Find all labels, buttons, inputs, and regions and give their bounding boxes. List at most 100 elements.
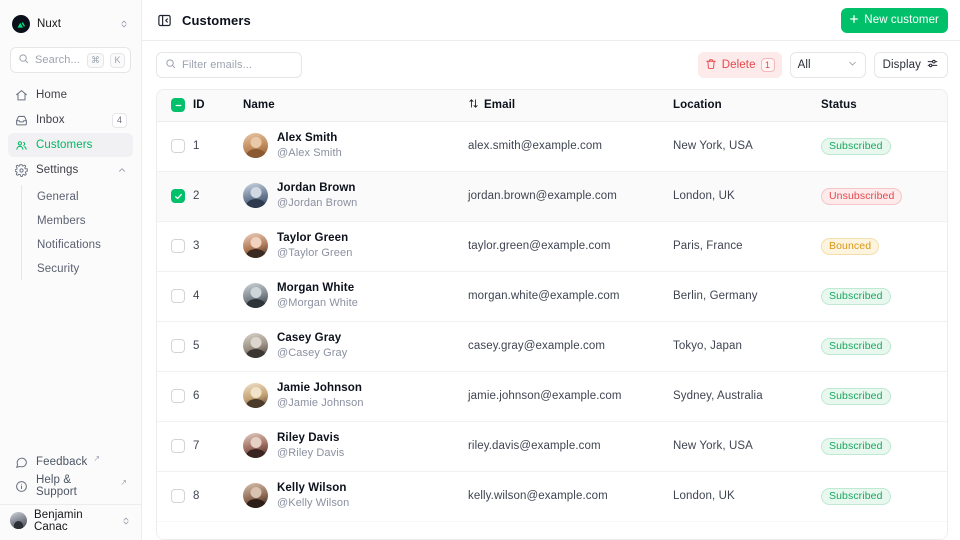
row-person-name: Jordan Brown [277,181,356,194]
filter-emails-placeholder: Filter emails... [182,59,253,71]
status-filter-value: All [797,59,811,71]
table-row[interactable]: 2 Jordan Brown @Jordan Brown jordan.brow… [157,171,947,221]
column-header-id[interactable]: ID [193,90,243,122]
row-checkbox[interactable] [171,339,185,353]
sidebar-subitem-general[interactable]: General [37,190,79,203]
column-header-name[interactable]: Name [243,90,468,122]
row-status-cell: Subscribed [821,421,947,471]
sidebar-item-help-support[interactable]: Help & Support ↗ [8,474,133,498]
table-row[interactable]: 5 Casey Gray @Casey Gray casey.gray@exam… [157,321,947,371]
row-person-name: Riley Davis [277,431,340,444]
row-person-handle: @Jordan Brown [277,197,358,210]
row-select-cell [157,271,193,321]
row-checkbox[interactable] [171,389,185,403]
delete-button[interactable]: Delete 1 [697,52,782,78]
row-name-cell: Taylor Green @Taylor Green [243,221,468,271]
team-switcher[interactable]: Nuxt [8,4,133,44]
select-all-checkbox[interactable] [171,98,185,113]
avatar [243,233,268,259]
row-email: alex.smith@example.com [468,140,603,152]
row-status-cell: Subscribed [821,321,947,371]
column-header-location[interactable]: Location [673,90,821,122]
row-checkbox[interactable] [171,139,185,153]
row-person-handle: @Riley Davis [277,447,345,460]
row-location: Sydney, Australia [673,390,763,402]
row-person-handle: @Taylor Green [277,247,353,260]
row-id: 1 [193,140,200,152]
sliders-icon [926,57,939,73]
table-row[interactable]: 6 Jamie Johnson @Jamie Johnson jamie.joh… [157,371,947,421]
sort-arrows-icon [468,98,479,112]
page-title: Customers [182,12,251,28]
row-person-handle: @Casey Gray [277,347,348,360]
row-select-cell [157,171,193,221]
column-header-status[interactable]: Status [821,90,947,122]
delete-count-badge: 1 [760,58,775,72]
filter-emails-input[interactable]: Filter emails... [156,52,302,78]
kbd-command: ⌘ [87,52,104,68]
row-id: 6 [193,390,200,402]
topbar: Customers New customer [142,0,960,41]
row-checkbox[interactable] [171,489,185,503]
row-email: morgan.white@example.com [468,290,620,302]
column-header-email[interactable]: Email [468,90,673,122]
status-filter-select[interactable]: All [789,52,866,78]
sidebar-item-feedback-label: Feedback [36,456,88,468]
row-checkbox[interactable] [171,289,185,303]
row-status-cell: Bounced [821,221,947,271]
row-checkbox[interactable] [171,239,185,253]
chat-bubble-icon [14,455,28,469]
status-badge: Subscribed [821,387,891,405]
table-row[interactable]: 8 Kelly Wilson @Kelly Wilson kelly.wilso… [157,471,947,521]
row-name-cell: Jordan Brown @Jordan Brown [243,171,468,221]
users-icon [14,138,28,152]
row-id: 8 [193,490,200,502]
row-location: Berlin, Germany [673,290,758,302]
panel-collapse-icon[interactable] [156,12,173,29]
status-badge: Subscribed [821,337,891,355]
row-name-cell: Casey Gray @Casey Gray [243,321,468,371]
display-button[interactable]: Display [873,52,948,78]
customers-table: ID Name Email Location Status [157,90,947,522]
sidebar-item-customers[interactable]: Customers [8,133,133,157]
table-row[interactable]: 7 Riley Davis @Riley Davis riley.davis@e… [157,421,947,471]
sidebar-footer: Feedback ↗ Help & Support ↗ Benjamin Can… [0,450,141,540]
table-head: ID Name Email Location Status [157,90,947,122]
row-name-cell: Jamie Johnson @Jamie Johnson [243,371,468,421]
row-select-cell [157,371,193,421]
table-row[interactable]: 4 Morgan White @Morgan White morgan.whit… [157,271,947,321]
avatar [243,133,268,159]
new-customer-button[interactable]: New customer [841,7,948,33]
table-row[interactable]: 3 Taylor Green @Taylor Green taylor.gree… [157,221,947,271]
table-row[interactable]: 1 Alex Smith @Alex Smith alex.smith@exam… [157,121,947,171]
sidebar-item-settings[interactable]: Settings [8,158,133,182]
row-checkbox[interactable] [171,439,185,453]
chevron-up-icon [117,165,127,175]
sidebar-subitem-members[interactable]: Members [37,214,86,227]
avatar [10,512,27,529]
row-location: Paris, France [673,240,743,252]
sidebar-item-inbox[interactable]: Inbox 4 [8,108,133,132]
row-person-name: Casey Gray [277,331,342,344]
avatar [243,433,268,459]
external-link-icon: ↗ [93,454,101,463]
row-location: London, UK [673,490,735,502]
status-badge: Unsubscribed [821,187,903,205]
user-name: Benjamin Canac [34,508,83,533]
sidebar-subitem-notifications[interactable]: Notifications [37,238,101,251]
row-checkbox[interactable] [171,189,185,203]
row-status-cell: Unsubscribed [821,171,947,221]
user-menu[interactable]: Benjamin Canac [0,504,141,536]
row-status-cell: Subscribed [821,471,947,521]
sidebar-item-customers-label: Customers [36,139,93,151]
external-link-icon: ↗ [120,478,127,487]
sidebar-item-inbox-label: Inbox [36,114,65,126]
row-id: 4 [193,290,200,302]
search-input[interactable]: Search... ⌘ K [10,47,131,73]
sidebar-item-feedback[interactable]: Feedback ↗ [8,450,133,474]
sidebar-subitem-security[interactable]: Security [37,262,80,275]
sidebar-item-home[interactable]: Home [8,83,133,107]
row-name-cell: Riley Davis @Riley Davis [243,421,468,471]
inbox-badge: 4 [112,112,127,128]
